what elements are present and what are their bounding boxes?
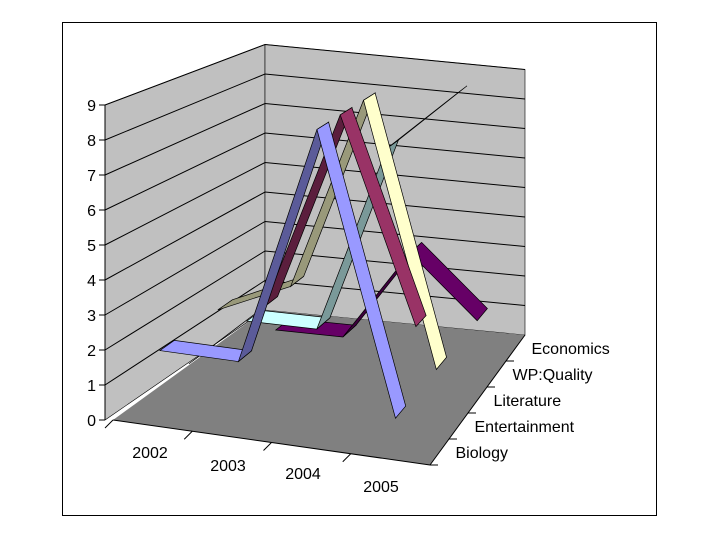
y-tick-label: 1	[87, 378, 96, 395]
gridline	[104, 43, 526, 106]
series-label: Biology	[456, 445, 508, 462]
gridline	[104, 220, 526, 316]
series-label: Entertainment	[475, 419, 575, 436]
y-tick-label: 2	[87, 343, 96, 360]
x-tick-label: 2004	[285, 466, 321, 483]
gridline	[104, 161, 526, 246]
gridline	[104, 73, 526, 141]
x-tick	[263, 442, 272, 451]
x-tick-label: 2003	[210, 458, 246, 475]
gridline	[104, 102, 526, 176]
ribbon-segment-entertainment	[339, 107, 427, 328]
ribbon-segment-wpquality	[386, 85, 468, 149]
x-tick-label: 2002	[132, 445, 168, 462]
gridline	[104, 191, 526, 281]
x-tick	[104, 419, 114, 429]
y-tick-label: 8	[87, 133, 96, 150]
x-tick-label: 2005	[363, 479, 399, 496]
x-tick	[342, 453, 352, 463]
y-tick-label: 9	[87, 98, 96, 115]
series-label: Literature	[494, 393, 562, 410]
chart-area	[62, 22, 657, 516]
y-tick-label: 7	[87, 168, 96, 185]
depth-axis	[429, 334, 526, 466]
series-label: Economics	[532, 341, 610, 358]
y-tick-label: 4	[87, 273, 96, 290]
ribbon-segment-economics	[409, 241, 488, 322]
y-tick-label: 5	[87, 238, 96, 255]
y-tick-label: 0	[87, 413, 96, 430]
series-label: WP:Quality	[513, 367, 593, 384]
ribbon-segment-biology	[316, 121, 407, 420]
x-tick	[183, 430, 193, 440]
y-tick-label: 3	[87, 308, 96, 325]
gridline	[104, 279, 526, 386]
y-tick-label: 6	[87, 203, 96, 220]
gridline	[104, 132, 526, 211]
